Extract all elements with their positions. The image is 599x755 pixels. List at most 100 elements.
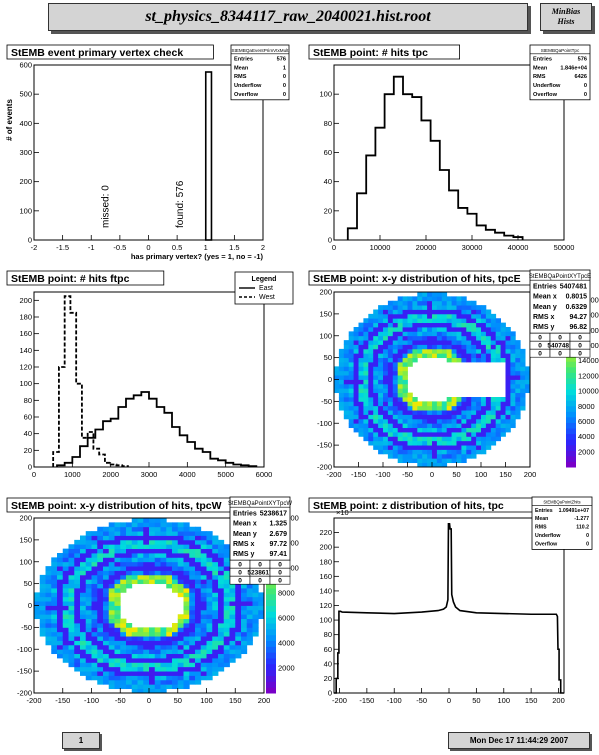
heatmap-cell <box>397 449 403 455</box>
heatmap-cell <box>446 445 452 450</box>
heatmap-cell <box>51 574 58 580</box>
heatmap-cell <box>348 375 354 380</box>
heatmap-cell <box>427 300 433 306</box>
heatmap-cell <box>57 653 64 659</box>
plot-title: StEMB point: z distribution of hits, tpc <box>313 500 504 512</box>
heatmap-cell <box>143 644 150 650</box>
heatmap-cell <box>154 522 161 528</box>
heatmap-cell <box>57 605 64 611</box>
heatmap-cell <box>485 436 492 442</box>
heatmap-cell <box>235 627 242 633</box>
heatmap-cell <box>160 636 167 641</box>
heatmap-cell <box>183 605 190 611</box>
heatmap-cell <box>80 662 87 668</box>
heatmap-cell <box>446 353 452 359</box>
heatmap-cell <box>200 675 207 681</box>
heatmap-cell <box>195 535 202 541</box>
heatmap-cell <box>338 353 345 359</box>
timestamp-box: Mon Dec 17 11:44:29 2007 <box>448 732 590 749</box>
heatmap-cell <box>407 453 413 459</box>
heatmap-cell <box>485 432 492 437</box>
heatmap-cell <box>407 327 413 332</box>
heatmap-cell <box>515 401 521 407</box>
heatmap-cell <box>397 436 403 442</box>
heatmap-cell <box>74 574 81 580</box>
heatmap-cell <box>149 644 156 650</box>
heatmap-cell <box>363 427 369 433</box>
heatmap-cell <box>456 401 462 407</box>
heatmap-cell <box>80 535 87 541</box>
heatmap-cell <box>402 370 408 376</box>
heatmap-cell <box>451 418 457 424</box>
heatmap-cell <box>456 445 462 450</box>
heatmap-cell <box>108 522 115 528</box>
heatmap-cell <box>471 344 477 350</box>
heatmap-cell <box>108 588 115 593</box>
heatmap-cell <box>200 557 207 563</box>
heatmap-cell <box>258 614 265 620</box>
page-number-box: 1 <box>62 732 100 749</box>
heatmap-cell <box>235 609 242 615</box>
y-tick-label: 100 <box>19 206 32 215</box>
heatmap-cell <box>143 627 150 633</box>
heatmap-cell <box>212 535 219 541</box>
heatmap-cell <box>149 649 156 655</box>
heatmap-cell <box>114 684 121 690</box>
heatmap-cell <box>218 583 225 589</box>
heatmap-cell <box>223 605 230 611</box>
heatmap-cell <box>120 631 127 637</box>
heatmap-cell <box>160 579 167 585</box>
heatmap-cell <box>45 583 52 589</box>
heatmap-cell <box>126 671 133 676</box>
heatmap-cell <box>461 318 467 324</box>
heatmap-cell <box>126 662 133 668</box>
heatmap-cell <box>154 548 161 554</box>
heatmap-cell <box>378 383 384 389</box>
heatmap-cell <box>74 596 81 602</box>
hist-series-east <box>56 391 258 468</box>
heatmap-cell <box>137 570 144 576</box>
heatmap-cell <box>338 383 345 389</box>
heatmap-cell <box>441 327 448 332</box>
plot-1: StEMB event primary vertex check-2 -1.5 -1… <box>5 44 290 261</box>
heatmap-cell <box>80 640 87 646</box>
stats-label: Underflow <box>535 533 561 539</box>
heatmap-cell <box>200 574 207 580</box>
heatmap-cell <box>189 658 196 663</box>
heatmap-cell <box>436 296 443 302</box>
heatmap-cell <box>387 418 394 424</box>
heatmap-cell <box>441 405 448 411</box>
heatmap-cell <box>456 436 462 442</box>
heatmap-cell <box>177 636 184 641</box>
heatmap-cell <box>114 570 121 576</box>
heatmap-cell <box>436 300 443 306</box>
heatmap-cell <box>348 362 354 367</box>
heatmap-cell <box>500 335 506 341</box>
heatmap-cell <box>451 397 457 402</box>
heatmap-cell <box>466 436 472 442</box>
heatmap-cell <box>241 609 248 615</box>
heatmap-cell <box>126 658 133 663</box>
x-tick-label: 0 <box>332 243 336 252</box>
heatmap-cell <box>108 566 115 571</box>
colorbar-segment <box>566 411 576 418</box>
heatmap-cell <box>241 614 248 620</box>
heatmap-cell <box>212 539 219 545</box>
heatmap-cell <box>114 644 121 650</box>
heatmap-cell <box>177 566 184 571</box>
heatmap-cell <box>417 445 423 450</box>
heatmap-cell <box>387 305 394 310</box>
heatmap-cell <box>485 313 492 319</box>
heatmap-cell <box>114 662 121 668</box>
heatmap-cell <box>218 618 225 624</box>
heatmap-cell <box>353 414 359 420</box>
heatmap-cell <box>446 296 452 302</box>
heatmap-cell <box>137 548 144 554</box>
heatmap-cell <box>235 649 242 655</box>
heatmap-cell <box>85 601 92 606</box>
heatmap-cell <box>195 548 202 554</box>
heatmap-cell <box>68 662 75 668</box>
heatmap-cell <box>206 640 213 646</box>
stats-grid-value: 0 <box>578 335 582 342</box>
heatmap-cell <box>412 427 418 433</box>
